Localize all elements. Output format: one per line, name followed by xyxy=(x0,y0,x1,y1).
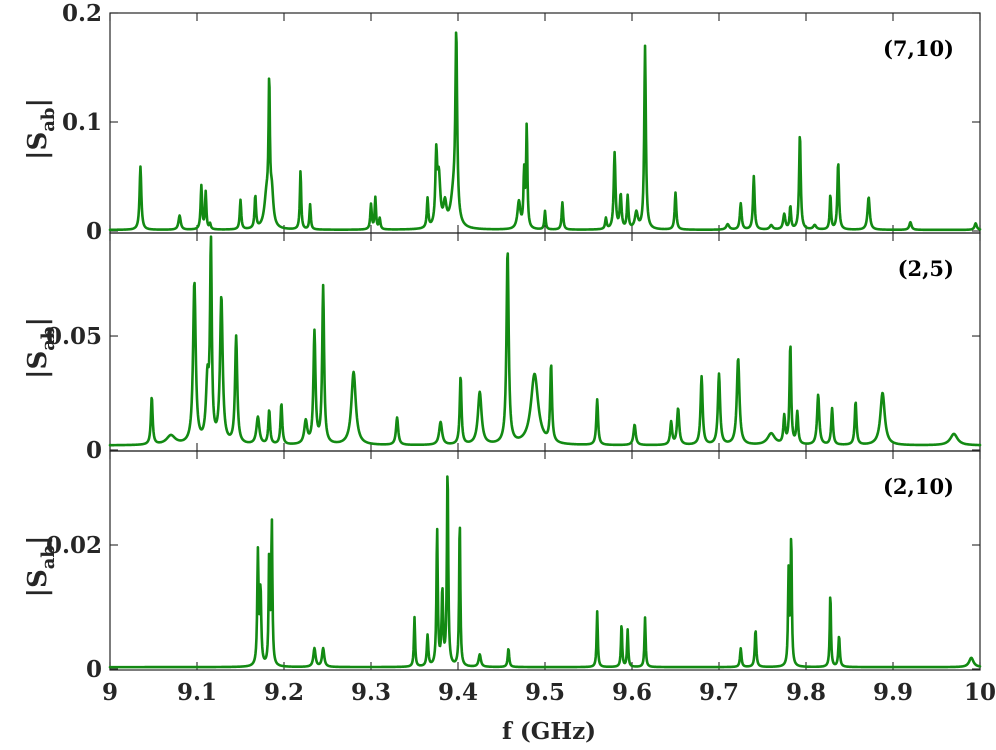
x-axis-ticks: 9 9.1 9.2 9.3 9.4 9.5 9.6 9.7 9.8 9.9 10 xyxy=(102,679,996,706)
x-tick-label: 9.4 xyxy=(438,679,478,706)
x-tick-label: 9.6 xyxy=(612,679,652,706)
y-tick-label: 0.05 xyxy=(46,323,102,350)
panel-2-tag: (2,5) xyxy=(898,256,954,281)
y-tick-label: 0 xyxy=(86,218,102,245)
x-tick-label: 9.1 xyxy=(177,679,217,706)
panel-1-spectrum-line xyxy=(108,31,982,232)
y-tick-label: 0 xyxy=(86,656,102,683)
x-tick-label: 10 xyxy=(964,679,996,706)
panel-2: 0 0.05|Sab| (2,5) xyxy=(23,232,982,464)
y-tick-label: 0.02 xyxy=(46,532,102,559)
panel-3-frame xyxy=(109,450,981,671)
y-axis-label: |Sab| xyxy=(23,317,59,379)
panels-group: 00.10.2|Sab|(7,10)00.05|Sab|(2,5)00.02|S… xyxy=(23,0,982,683)
y-tick-label: 0 xyxy=(86,437,102,464)
panel-2-spectrum-line xyxy=(108,235,982,447)
panel-1: 0 0.1 0.2 |Sab| (7,10) xyxy=(23,0,982,245)
panel-1-tag: (7,10) xyxy=(883,36,954,61)
panel-3: 0 0.02|Sab| (2,10) xyxy=(23,450,982,683)
x-tick-label: 9 xyxy=(102,679,118,706)
panel-3-tag: (2,10) xyxy=(883,474,954,499)
x-axis-label: f (GHz) xyxy=(502,718,596,745)
panel-2-frame xyxy=(109,232,981,452)
y-tick-label: 0.2 xyxy=(62,0,102,27)
panel-3-spectrum-line xyxy=(108,475,982,669)
y-tick-label: 0.1 xyxy=(62,109,102,136)
x-tick-label: 9.3 xyxy=(351,679,391,706)
y-axis-label: |Sab| xyxy=(23,536,59,598)
x-tick-label: 9.8 xyxy=(786,679,826,706)
x-tick-label: 9.5 xyxy=(525,679,565,706)
x-tick-label: 9.7 xyxy=(699,679,739,706)
y-axis-label: |Sab| xyxy=(23,98,59,160)
x-tick-label: 9.2 xyxy=(264,679,304,706)
x-tick-label: 9.9 xyxy=(873,679,913,706)
